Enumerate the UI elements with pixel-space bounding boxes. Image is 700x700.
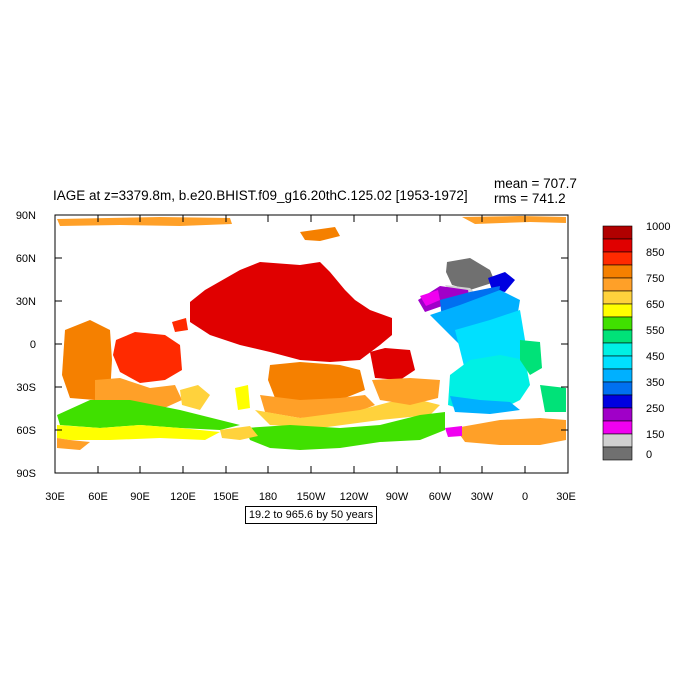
lon-label: 90W [386,491,409,503]
lat-label: 0 [30,339,36,351]
field-natl-magenta [420,290,440,306]
colorbar-swatch [602,394,633,409]
mean-stat: mean = 707.7 [494,176,577,191]
field-satl-lightblue [450,396,520,414]
field-so-green-west [57,400,240,430]
lat-label: 60S [16,425,36,437]
field-so-green-mid [245,412,445,450]
field-satl-cyan [448,355,530,412]
field-so-yellow-west [57,425,220,440]
field-satl-green [520,340,542,375]
map-panel [55,215,568,473]
field-epac-red [370,348,415,380]
field-so-orange-west [57,438,90,450]
colorbar-swatch [602,420,633,435]
lon-label: 30E [45,491,65,503]
field-satl-green2 [540,385,566,412]
colorbar-swatch [602,277,633,292]
colorbar-swatch [602,264,633,279]
lon-label: 150W [297,491,326,503]
plot-title: IAGE at z=3379.8m, b.e20.BHIST.f09_g16.2… [53,188,468,203]
field-nord-grey [446,258,495,290]
lat-label: 60N [16,253,36,265]
field-natl-blue [488,272,515,292]
contour-info-box: 19.2 to 965.6 by 50 years [245,506,377,524]
field-arctic-orange-west [57,217,232,226]
colorbar-label: 650 [646,299,664,311]
lat-label: 30S [16,382,36,394]
lon-label: 180 [259,491,277,503]
colorbar-swatch [602,342,633,357]
colorbar-label: 350 [646,377,664,389]
field-indian-red [113,332,182,383]
lon-label: 30W [471,491,494,503]
colorbar-label: 250 [646,403,664,415]
colorbar-label: 1000 [646,221,670,233]
field-arctic-orange-patch [300,227,340,241]
field-spac-yellow [235,385,250,410]
field-spac-orange-east [372,378,440,405]
colorbar-swatch [602,407,633,422]
colorbar-swatch [602,251,633,266]
field-satl-magenta [445,426,462,437]
lon-label: 60W [429,491,452,503]
colorbar-swatch [602,225,633,240]
field-so-gold-mid [220,426,258,440]
lat-label: 90S [16,468,36,480]
field-spac-gold [255,400,440,428]
lon-labels: 30E 60E 90E 120E 150E 180 150W 120W 90W … [45,491,576,503]
lon-label: 60E [88,491,108,503]
colorbar-swatch [602,433,633,448]
field-satl-orange [455,418,566,445]
colorbar-swatch [602,368,633,383]
lon-label: 30E [556,491,576,503]
field-spac-orange [268,362,365,405]
colorbar-label: 750 [646,273,664,285]
lat-labels: 90N 60N 30N 0 30S 60S 90S [16,210,36,480]
colorbar-label: 150 [646,429,664,441]
lat-label: 90N [16,210,36,222]
lon-label: 0 [522,491,528,503]
colorbar-swatch [602,303,633,318]
lon-label: 90E [130,491,150,503]
colorbar-label: 550 [646,325,664,337]
colorbar-swatch [602,446,633,461]
colorbar-swatch [602,238,633,253]
field-npac-red-inlet [172,318,188,332]
rms-stat: rms = 741.2 [494,191,566,206]
colorbar [602,225,633,461]
field-arctic-orange-east [462,216,566,224]
colorbar-swatch [602,290,633,305]
colorbar-labels: 1000 850 750 650 550 450 350 250 150 0 [646,221,670,461]
lon-label: 150E [213,491,239,503]
lat-ticks [55,214,568,474]
colorbar-swatch [602,316,633,331]
lon-label: 120E [170,491,196,503]
lon-label: 120W [340,491,369,503]
colorbar-label: 850 [646,247,664,259]
colorbar-swatch [602,329,633,344]
field-npac-red [190,262,392,362]
field-indian-yellow [180,385,210,410]
lat-label: 30N [16,296,36,308]
colorbar-swatch [602,381,633,396]
colorbar-swatch [602,355,633,370]
lon-ticks [54,215,569,473]
colorbar-label: 0 [646,449,652,461]
colorbar-label: 450 [646,351,664,363]
